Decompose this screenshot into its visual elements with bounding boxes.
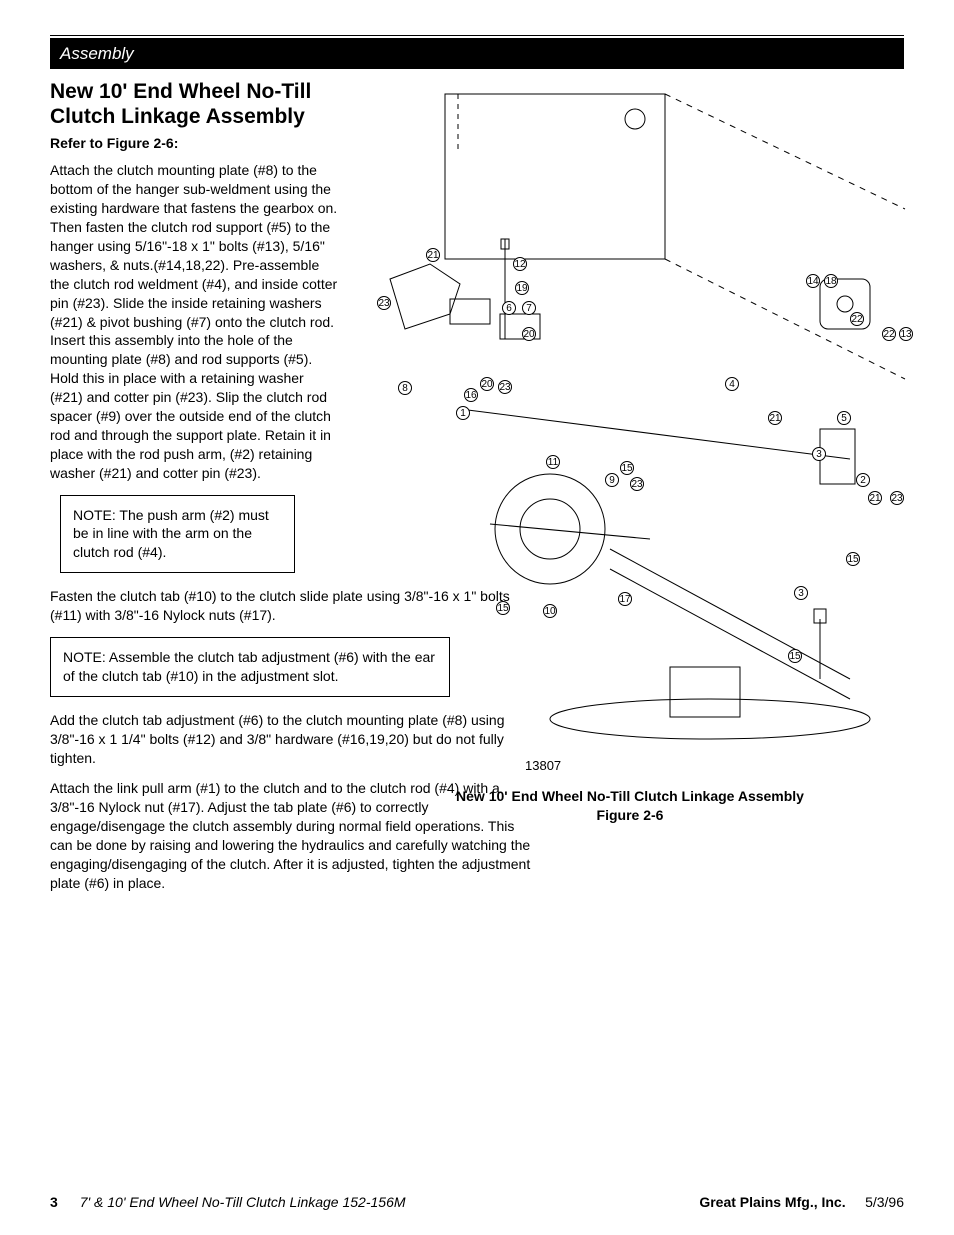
callout-11: 11 <box>546 455 560 469</box>
figure-caption: New 10' End Wheel No-Till Clutch Linkage… <box>350 787 910 825</box>
callout-17: 17 <box>618 592 632 606</box>
callout-20: 20 <box>522 327 536 341</box>
callout-15: 15 <box>620 461 634 475</box>
callout-18: 18 <box>824 274 838 288</box>
assembly-diagram-svg <box>350 79 910 779</box>
note-1-text: NOTE: The push arm (#2) must be in line … <box>73 507 269 561</box>
page-title: New 10' End Wheel No-Till Clutch Linkage… <box>50 79 340 129</box>
paragraph-1: Attach the clutch mounting plate (#8) to… <box>50 161 340 482</box>
section-label: Assembly <box>60 44 134 63</box>
callout-23: 23 <box>890 491 904 505</box>
note-box-1: NOTE: The push arm (#2) must be in line … <box>60 495 295 574</box>
footer-mfg: Great Plains Mfg., Inc. <box>699 1194 845 1210</box>
callout-10: 10 <box>543 604 557 618</box>
callout-3: 3 <box>812 447 826 461</box>
footer-left: 3 7' & 10' End Wheel No-Till Clutch Link… <box>50 1194 406 1210</box>
callout-7: 7 <box>522 301 536 315</box>
callout-19: 19 <box>515 281 529 295</box>
figure-caption-line2: Figure 2-6 <box>597 807 664 823</box>
main-content: New 10' End Wheel No-Till Clutch Linkage… <box>50 79 904 893</box>
callout-20: 20 <box>480 377 494 391</box>
top-rule <box>50 35 904 36</box>
callout-23: 23 <box>377 296 391 310</box>
callout-4: 4 <box>725 377 739 391</box>
callout-12: 12 <box>513 257 527 271</box>
page-footer: 3 7' & 10' End Wheel No-Till Clutch Link… <box>50 1194 904 1210</box>
callout-22: 22 <box>850 312 864 326</box>
callout-21: 21 <box>768 411 782 425</box>
footer-date: 5/3/96 <box>865 1194 904 1210</box>
footer-doc-title: 7' & 10' End Wheel No-Till Clutch Linkag… <box>80 1194 406 1210</box>
callout-15: 15 <box>846 552 860 566</box>
callout-14: 14 <box>806 274 820 288</box>
callout-6: 6 <box>502 301 516 315</box>
callout-13: 13 <box>899 327 913 341</box>
callout-23: 23 <box>630 477 644 491</box>
callout-21: 21 <box>868 491 882 505</box>
callout-8: 8 <box>398 381 412 395</box>
callout-2: 2 <box>856 473 870 487</box>
refer-line: Refer to Figure 2-6: <box>50 135 340 151</box>
page-number: 3 <box>50 1194 58 1210</box>
figure-caption-line1: New 10' End Wheel No-Till Clutch Linkage… <box>456 788 804 804</box>
callout-5: 5 <box>837 411 851 425</box>
figure-drawing-id: 13807 <box>525 758 561 773</box>
callout-1: 1 <box>456 406 470 420</box>
left-column: New 10' End Wheel No-Till Clutch Linkage… <box>50 79 340 587</box>
callout-21: 21 <box>426 248 440 262</box>
footer-right: Great Plains Mfg., Inc. 5/3/96 <box>699 1194 904 1210</box>
section-header: Assembly <box>50 38 904 69</box>
callout-15: 15 <box>496 601 510 615</box>
figure-area: 2123812196720201612311151091523174213221… <box>350 79 910 825</box>
callout-23: 23 <box>498 380 512 394</box>
callout-3: 3 <box>794 586 808 600</box>
callout-22: 22 <box>882 327 896 341</box>
figure-diagram: 2123812196720201612311151091523174213221… <box>350 79 910 779</box>
callout-9: 9 <box>605 473 619 487</box>
callout-15: 15 <box>788 649 802 663</box>
callout-16: 16 <box>464 388 478 402</box>
